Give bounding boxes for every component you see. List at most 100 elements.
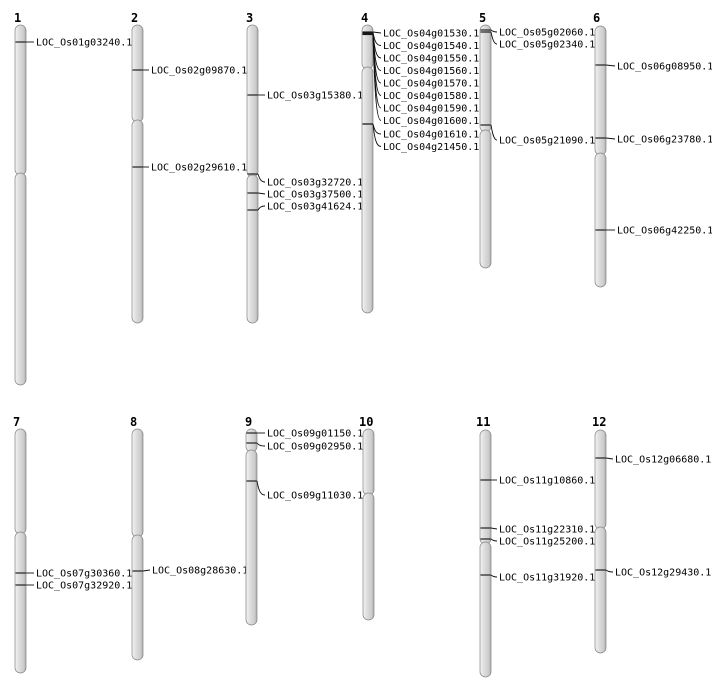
chromosome-12-upper-arm (594, 429, 607, 530)
chromosome-2-upper-arm (131, 24, 144, 123)
gene-label: LOC_Os04g21450.1 (383, 142, 479, 153)
leader-line (605, 64, 616, 67)
gene-label: LOC_Os09g11030.1 (267, 491, 363, 502)
leader-line (490, 124, 498, 141)
chromosome-10-upper-arm (362, 428, 375, 496)
leader-line (490, 29, 498, 33)
chromosome-7-lower-arm (14, 531, 27, 674)
leader-line (257, 192, 266, 195)
gene-label: LOC_Os04g01610.1 (383, 130, 479, 141)
gene-label: LOC_Os11g10860.1 (499, 476, 595, 487)
chromosome-8-number: 8 (130, 415, 137, 429)
leader-line (257, 173, 266, 183)
leader-line (256, 480, 266, 496)
chromosome-11-lower-arm (479, 541, 492, 678)
chromosome-1-number: 1 (14, 11, 21, 25)
gene-label: LOC_Os01g03240.1 (36, 38, 132, 49)
leader-line (257, 205, 266, 211)
chromosome-5-upper-arm (479, 24, 492, 133)
chromosome-8: 8 LOC_Os08g28630.1 (130, 415, 248, 661)
gene-label: LOC_Os03g32720.1 (267, 178, 363, 189)
chromosome-9-lower-arm (245, 449, 258, 626)
chromosome-1: 1 LOC_Os01g03240.1 (14, 11, 132, 386)
leader-line (372, 31, 382, 34)
gene-label: LOC_Os04g01540.1 (383, 41, 479, 52)
gene-label: LOC_Os05g02340.1 (499, 40, 595, 51)
chromosome-6-lower-arm (594, 152, 607, 288)
gene-label: LOC_Os08g28630.1 (152, 566, 248, 577)
gene-label: LOC_Os11g31920.1 (499, 573, 595, 584)
gene-label: LOC_Os07g30360.1 (36, 569, 132, 580)
chromosome-5-number: 5 (479, 11, 486, 25)
gene-label: LOC_Os05g21090.1 (499, 136, 595, 147)
gene-label: LOC_Os04g01550.1 (383, 54, 479, 65)
chromosome-9: 9 LOC_Os09g01150.1 LOC_Os09g02950.1 LOC_Os0… (245, 415, 363, 626)
leader-line (605, 569, 614, 573)
chromosome-2-number: 2 (131, 11, 138, 25)
gene-label: LOC_Os04g01570.1 (383, 79, 479, 90)
chromosome-6: 6 LOC_Os06g08950.1 LOC_Os06g23780.1 LOC_Os0… (593, 11, 712, 288)
chromosome-3-lower-arm (246, 174, 259, 324)
leader-line (142, 569, 151, 572)
chromosome-11: 11LOC_Os11g10860.1LOC_Os11g22310.1LOC_Os… (476, 415, 595, 678)
chromosome-11-number: 11 (476, 415, 490, 429)
chromosome-5-lower-arm (479, 129, 492, 269)
gene-label: LOC_Os07g32920.1 (36, 581, 132, 592)
chromosome-3: 3LOC_Os03g15380.1LOC_Os03g32720.1LOC_Os0… (246, 11, 363, 324)
chromosome-12-number: 12 (592, 415, 606, 429)
leader-line (490, 527, 498, 530)
leader-line (490, 31, 498, 45)
gene-label: LOC_Os04g01600.1 (383, 116, 479, 127)
chromosome-7-upper-arm (14, 428, 27, 535)
gene-label: LOC_Os09g02950.1 (267, 442, 363, 453)
gene-label: LOC_Os05g02060.1 (499, 28, 595, 39)
chromosome-12: 12 LOC_Os12g06680.1 LOC_Os12g29430.1 (592, 415, 711, 654)
chromosome-2: 2 LOC_Os02g09870.1 LOC_Os02g29610.1 (131, 11, 247, 324)
gene-label: LOC_Os04g01590.1 (383, 104, 479, 115)
chromosome-3-number: 3 (246, 11, 253, 25)
gene-label: LOC_Os03g15380.1 (267, 91, 363, 102)
gene-label: LOC_Os03g41624.1 (267, 202, 363, 213)
gene-label: LOC_Os06g23780.1 (617, 135, 712, 146)
chromosome-10-lower-arm (362, 492, 375, 621)
gene-label: LOC_Os06g08950.1 (617, 62, 712, 73)
gene-label: LOC_Os11g22310.1 (499, 525, 595, 536)
chromosome-4-lower-arm (361, 66, 374, 314)
gene-label: LOC_Os06g42250.1 (617, 226, 712, 237)
leader-line (605, 457, 614, 460)
gene-label: LOC_Os04g01530.1 (383, 29, 479, 40)
leader-line (490, 574, 498, 578)
leader-line (256, 442, 266, 447)
gene-label: LOC_Os03g37500.1 (267, 190, 363, 201)
chromosome-2-lower-arm (131, 119, 144, 324)
chromosome-11-upper-arm (479, 429, 492, 545)
chromosome-6-upper-arm (594, 25, 607, 156)
chromosome-8-upper-arm (131, 428, 144, 538)
chromosome-3-upper-arm (246, 24, 259, 178)
gene-label: LOC_Os09g01150.1 (267, 429, 363, 440)
gene-label: LOC_Os02g09870.1 (151, 66, 247, 77)
chromosome-10-number: 10 (359, 415, 373, 429)
chromosome-7-number: 7 (13, 415, 20, 429)
leader-line (490, 538, 498, 542)
chromosome-6-number: 6 (593, 11, 600, 25)
chromosome-12-lower-arm (594, 526, 607, 654)
chromosome-4-number: 4 (361, 11, 368, 25)
leader-line (372, 123, 382, 147)
chromosome-10: 10 (359, 415, 375, 621)
leader-line (372, 34, 382, 121)
gene-label: LOC_Os04g01560.1 (383, 66, 479, 77)
chromosome-1-lower-arm (14, 172, 27, 386)
gene-label: LOC_Os11g25200.1 (499, 537, 595, 548)
chromosome-8-lower-arm (131, 534, 144, 661)
leader-line (605, 137, 616, 140)
gene-label: LOC_Os12g06680.1 (615, 455, 711, 466)
gene-label: LOC_Os12g29430.1 (615, 568, 711, 579)
gene-label: LOC_Os04g01580.1 (383, 91, 479, 102)
chromosome-1-upper-arm (14, 24, 27, 176)
